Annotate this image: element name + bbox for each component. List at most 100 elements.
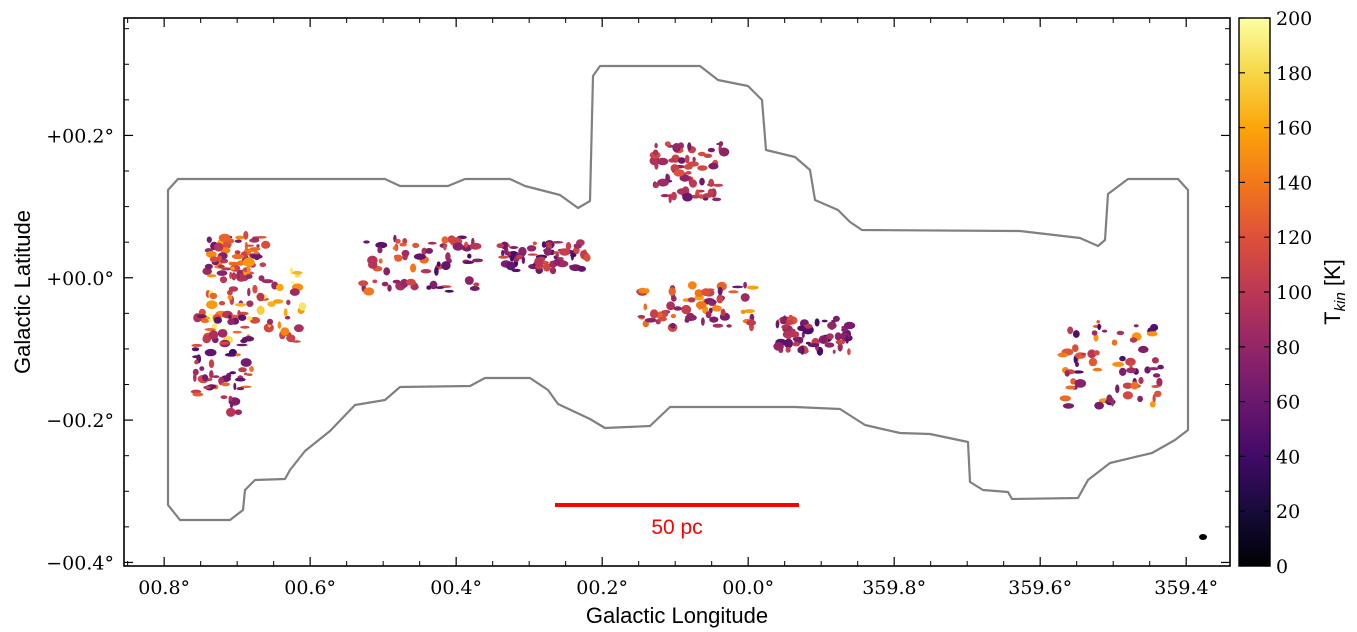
x-axis: 00.8° 00.6° 00.4° 00.2° 00.0° 359.8° 359.6° 359…: [127, 18, 1218, 599]
emission-clump: [654, 161, 659, 170]
emission-clump: [657, 157, 669, 166]
emission-clump: [206, 274, 217, 278]
emission-clump: [261, 279, 274, 284]
emission-clump: [230, 266, 235, 271]
emission-clump: [847, 348, 851, 356]
emission-clump: [541, 241, 547, 248]
colorbar-tick-label: 20: [1276, 501, 1300, 523]
emission-clump: [394, 254, 403, 262]
emission-clump: [421, 247, 428, 255]
emission-clump: [1122, 391, 1133, 400]
emission-clump: [284, 315, 291, 320]
emission-clump: [711, 305, 722, 312]
emission-clump: [807, 343, 820, 348]
emission-clump: [234, 250, 241, 255]
emission-clump: [835, 339, 846, 345]
emission-clump: [695, 301, 707, 310]
emission-clump: [252, 284, 258, 294]
emission-clump: [785, 346, 791, 353]
emission-clump: [363, 287, 375, 296]
emission-clump: [788, 314, 794, 321]
emission-clump: [263, 323, 274, 333]
emission-clump: [496, 243, 505, 249]
emission-clump: [209, 370, 214, 379]
emission-clump: [1115, 384, 1120, 394]
emission-clump: [709, 316, 719, 323]
emission-clump: [240, 385, 252, 388]
emission-clump: [1130, 381, 1139, 390]
emission-clump: [256, 244, 260, 248]
emission-clump: [217, 264, 225, 269]
emission-clump: [217, 329, 228, 338]
emission-clump: [216, 270, 228, 276]
x-tick-label: 00.6°: [284, 577, 336, 599]
emission-clump: [395, 238, 401, 244]
y-tick-label: −00.4°: [46, 552, 114, 574]
emission-clump: [246, 244, 255, 247]
emission-clump: [676, 188, 687, 195]
emission-clump: [372, 279, 378, 284]
emission-clump: [443, 244, 447, 251]
emission-clump: [206, 300, 218, 310]
emission-clump: [662, 309, 669, 317]
emission-clump: [534, 257, 543, 267]
emission-clump: [643, 303, 648, 311]
emission-clump: [235, 303, 247, 307]
x-tick-label: 00.0°: [722, 577, 774, 599]
emission-clump: [708, 162, 719, 170]
emission-clump: [410, 263, 417, 273]
emission-clump: [229, 403, 234, 408]
emission-clump: [699, 177, 705, 186]
emission-clump: [652, 149, 659, 156]
emission-region: [204, 230, 271, 282]
emission-clump: [464, 276, 474, 285]
emission-clump: [294, 274, 301, 278]
emission-clump: [412, 242, 420, 248]
emission-clump: [572, 247, 580, 255]
emission-clump: [643, 288, 650, 294]
emission-clump: [232, 330, 242, 334]
emission-clump: [532, 241, 537, 246]
colorbar-ticks: 0 20 40 60 80 100 120 140 160 180 200: [1239, 8, 1312, 578]
emission-clump: [1097, 323, 1101, 331]
emission-clump: [441, 236, 449, 244]
emission-clump: [221, 382, 230, 387]
emission-clump: [221, 267, 232, 271]
emission-clump: [551, 267, 555, 271]
emission-clump: [664, 141, 671, 147]
emission-clump: [654, 142, 658, 149]
emission-clump: [246, 300, 254, 308]
emission-clump: [511, 268, 521, 273]
emission-clump: [1146, 331, 1158, 337]
emission-clump: [283, 308, 288, 317]
emission-clump: [212, 375, 220, 378]
emission-clump: [775, 320, 780, 329]
emission-clump: [242, 257, 255, 267]
emission-clump: [204, 328, 216, 331]
emission-clump: [1138, 345, 1149, 354]
emission-clump: [399, 242, 407, 247]
emission-clump: [707, 183, 715, 187]
emission-clump: [233, 382, 237, 391]
y-axis: +00.2° +00.0° −00.2° −00.4°: [46, 28, 1230, 574]
emission-clump: [832, 349, 836, 354]
emission-clump: [246, 373, 253, 377]
emission-clump: [685, 171, 692, 175]
emission-clump: [228, 286, 239, 292]
emission-clump: [689, 179, 697, 188]
emission-clump: [1152, 373, 1161, 378]
emission-clump: [203, 385, 211, 390]
emission-clump: [792, 336, 804, 342]
emission-clump: [713, 183, 724, 187]
emission-clump: [406, 278, 416, 286]
emission-clump: [1062, 403, 1075, 409]
emission-clump: [845, 335, 849, 344]
emission-clump: [1111, 339, 1118, 346]
emission-clump: [259, 262, 267, 268]
emission-clump: [202, 334, 211, 344]
emission-clump: [1119, 355, 1126, 362]
emission-clump: [273, 299, 284, 304]
emission-clump: [240, 338, 248, 344]
y-axis-title: Galactic Latitude: [10, 210, 35, 374]
emission-clump: [687, 297, 696, 303]
